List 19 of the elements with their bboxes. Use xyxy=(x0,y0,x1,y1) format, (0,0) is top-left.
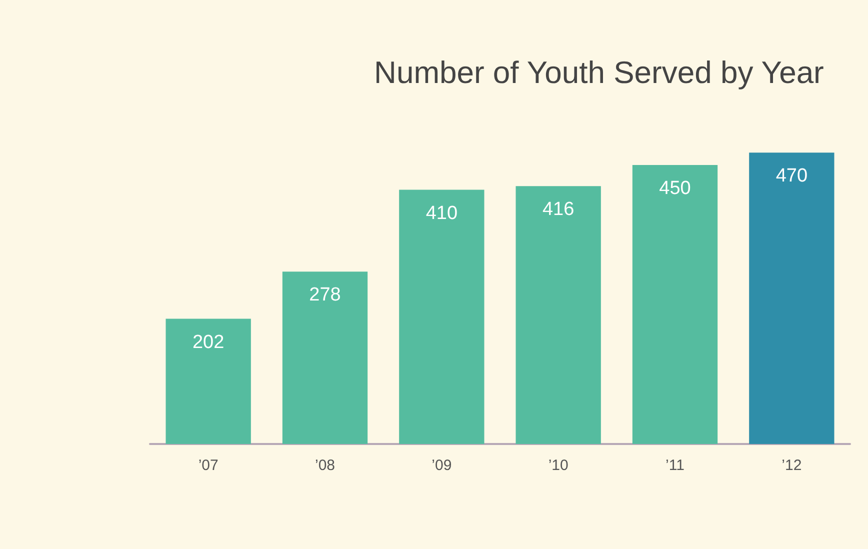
x-tick-label: ’11 xyxy=(666,457,684,474)
bar xyxy=(632,165,718,444)
x-tick-label: ’07 xyxy=(198,457,218,474)
x-tick-label: ’12 xyxy=(782,457,802,474)
data-label: 278 xyxy=(309,284,341,306)
bar xyxy=(282,272,368,444)
x-tick-label: ’09 xyxy=(432,457,452,474)
x-tick-label: ’08 xyxy=(314,457,336,474)
data-label: 202 xyxy=(192,332,224,353)
x-tick-label: ’10 xyxy=(548,457,568,474)
data-label: 450 xyxy=(659,178,691,199)
bar xyxy=(166,318,251,444)
data-label: 416 xyxy=(542,199,574,220)
chart-title: Number of Youth Served by Year xyxy=(374,55,824,90)
bar xyxy=(399,190,484,444)
bar xyxy=(516,186,601,444)
data-label: 470 xyxy=(776,166,808,187)
data-label: 410 xyxy=(426,202,458,224)
bar xyxy=(749,152,834,444)
